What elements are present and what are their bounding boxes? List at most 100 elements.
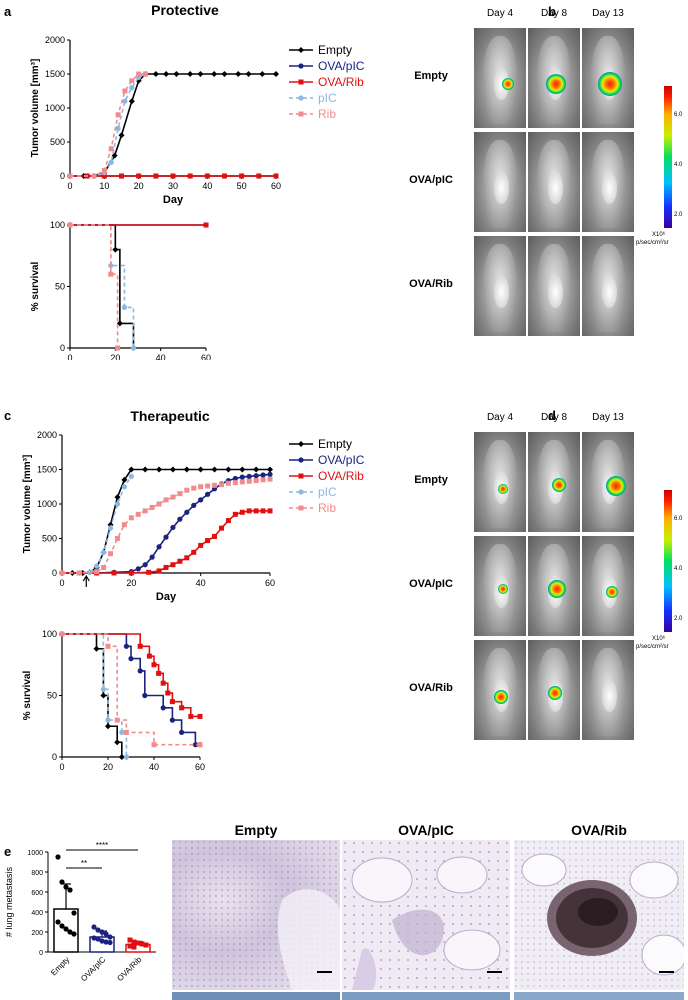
data-point	[253, 466, 260, 473]
legend-swatch	[289, 489, 313, 495]
legend-swatch	[289, 79, 313, 85]
y-tick-label: 2000	[37, 430, 57, 440]
bioluminescence-image	[474, 236, 526, 336]
legend-swatch	[289, 457, 313, 463]
luminescence-signal	[606, 476, 626, 496]
row-label: OVA/Rib	[409, 682, 453, 694]
data-point	[146, 569, 152, 575]
row-label: Empty	[414, 70, 448, 82]
data-point	[135, 940, 141, 946]
data-point	[198, 497, 204, 503]
data-point	[142, 508, 148, 514]
data-point	[108, 271, 114, 277]
y-tick-label: 0	[52, 752, 57, 762]
histology-ovarib-image	[514, 840, 684, 990]
data-point	[187, 71, 194, 77]
x-tick-label: 40	[149, 762, 159, 770]
y-tick-label: 500	[42, 534, 57, 544]
data-point	[114, 536, 120, 541]
data-point	[156, 670, 162, 676]
data-point	[191, 502, 197, 508]
legend-label: OVA/pIC	[318, 453, 365, 467]
legend-item-ova-pic: OVA/pIC	[288, 58, 378, 74]
bioluminescence-image	[528, 536, 580, 636]
data-point	[128, 466, 135, 473]
panel-c-letter: c	[4, 408, 12, 423]
data-point	[177, 558, 183, 564]
data-point	[267, 466, 273, 473]
data-point	[184, 555, 190, 561]
legend-marker	[298, 47, 304, 53]
data-point	[177, 491, 183, 497]
data-point	[232, 511, 238, 517]
data-point	[253, 508, 259, 514]
legend-item-rib: Rib	[288, 500, 378, 516]
data-point	[169, 717, 175, 723]
data-point	[139, 941, 145, 947]
series-line-pic	[62, 475, 132, 574]
luminescence-signal	[494, 690, 508, 704]
data-point	[112, 246, 119, 253]
data-point	[119, 729, 125, 735]
series-line-ova-pic	[62, 633, 200, 746]
bioluminescence-image	[582, 132, 634, 232]
y-tick-label: 800	[31, 870, 43, 877]
data-point	[170, 494, 176, 500]
y-tick-label: 0	[39, 950, 43, 957]
data-point	[197, 742, 203, 748]
data-point	[103, 931, 109, 937]
colorbar	[664, 86, 672, 228]
bioluminescence-image	[528, 432, 580, 532]
colorbar-tick: 2.0	[674, 212, 683, 218]
legend-label: OVA/pIC	[318, 59, 365, 73]
data-point	[59, 923, 65, 929]
y-tick-label: 1000	[37, 499, 57, 509]
data-point	[218, 525, 224, 531]
x-tick-label: 60	[265, 578, 275, 588]
series-line-rib	[62, 478, 271, 574]
data-point	[184, 487, 190, 493]
data-point	[67, 929, 73, 935]
data-point	[67, 173, 73, 179]
x-tick-label: 20	[103, 762, 113, 770]
data-point	[127, 937, 133, 943]
bar-empty	[53, 908, 79, 953]
bioluminescence-image	[582, 536, 634, 636]
data-point	[101, 564, 107, 570]
lung-photo-ovarib	[514, 992, 684, 1000]
y-axis-label: # lung metastasis	[4, 866, 14, 937]
data-point	[55, 854, 61, 860]
a-tumor-chart: 0 500 1000 1500 2000 0 10 20 30 40 50 60 Day Tumor vo…	[30, 35, 281, 206]
data-point	[212, 533, 218, 539]
legend-a: Empty OVA/pIC OVA/Rib pIC Rib	[288, 42, 378, 122]
legend-marker	[298, 457, 304, 463]
lung-photo-ovapic	[342, 992, 510, 1000]
data-point	[101, 173, 107, 179]
data-point	[135, 566, 141, 572]
data-point	[63, 884, 69, 890]
data-point	[128, 656, 134, 662]
legend-marker	[298, 95, 304, 101]
legend-item-ova-pic: OVA/pIC	[288, 452, 378, 468]
data-point	[184, 509, 190, 515]
x-tick-label: 60	[271, 181, 281, 191]
data-point	[71, 931, 77, 937]
data-point	[118, 132, 125, 139]
data-point	[170, 524, 176, 531]
x-tick-label: 40	[196, 578, 206, 588]
data-point	[128, 98, 135, 105]
data-point	[121, 304, 127, 311]
y-tick-label: 1000	[27, 850, 43, 857]
data-point	[253, 473, 259, 479]
data-point	[191, 549, 197, 555]
data-point	[114, 717, 120, 723]
data-point	[122, 98, 128, 104]
hist-title-ovapic: OVA/pIC	[398, 822, 454, 838]
data-point	[232, 475, 238, 482]
data-point	[149, 504, 155, 510]
data-point	[151, 662, 157, 668]
data-point	[253, 478, 259, 484]
data-point	[76, 570, 82, 576]
data-point	[225, 480, 231, 486]
data-point	[107, 521, 114, 528]
